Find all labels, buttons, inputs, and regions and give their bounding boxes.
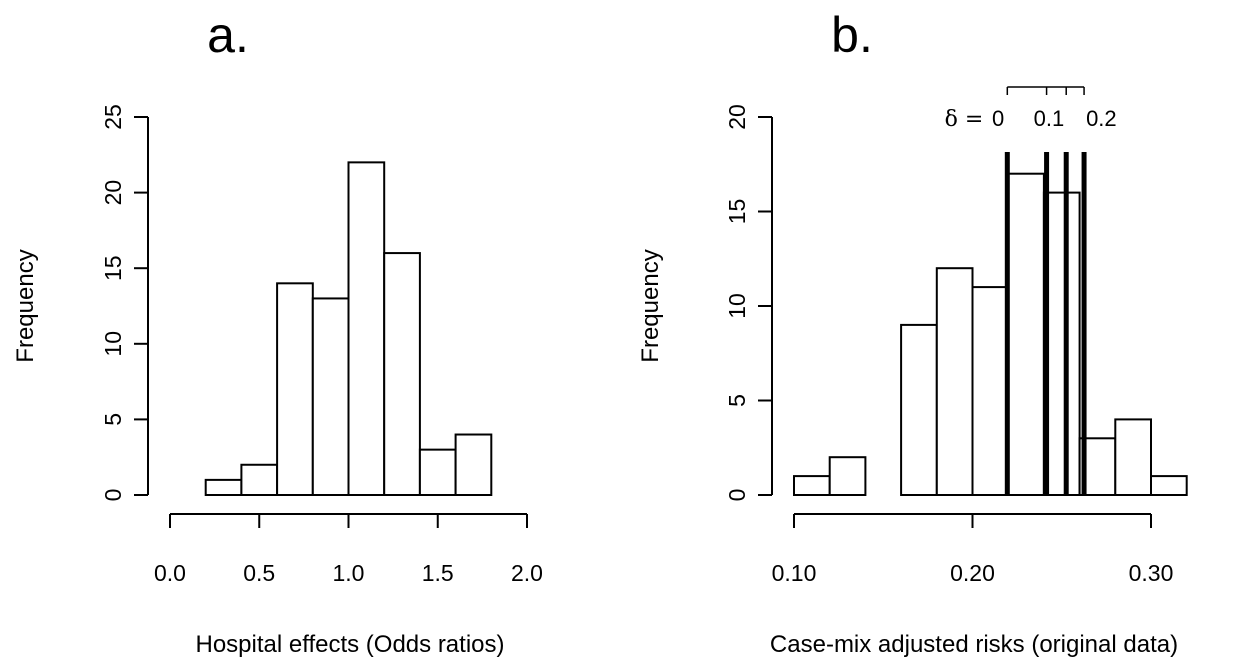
panel-b-x-tick-label: 0.10 — [772, 560, 817, 586]
panel-a-x-tick-label: 0.0 — [154, 560, 186, 586]
panel-a-y-tick-label: 15 — [100, 255, 126, 281]
panel-b-bars — [793, 172, 1188, 497]
panel-b-bar — [1042, 191, 1081, 496]
panel-b-x-tick-label: 0.30 — [1129, 560, 1174, 586]
panel-b-ylabel: Frequency — [637, 249, 664, 362]
panel-b-bar — [1114, 418, 1153, 496]
panel-b-y-tick-label: 10 — [724, 293, 750, 319]
panel-b-delta-label: 0.2 — [1086, 106, 1117, 131]
panel-a-y-tick-label: 10 — [100, 331, 126, 357]
panel-a-bars — [204, 161, 493, 497]
panel-a-label: a. — [207, 7, 249, 63]
panel-b-y-tick-label: 5 — [724, 394, 750, 407]
panel-a: a. Frequency Hospital effects (Odds rati… — [12, 7, 543, 658]
panel-b-bar — [793, 475, 831, 497]
panel-a-bar — [418, 448, 457, 497]
panel-b-bar — [935, 267, 974, 497]
panel-b-bar — [828, 456, 867, 497]
panel-a-bar — [276, 282, 314, 496]
panel-a-x-tick-label: 1.0 — [333, 560, 365, 586]
panel-a-x-tick-label: 1.5 — [422, 560, 454, 586]
panel-a-xlabel: Hospital effects (Odds ratios) — [195, 631, 504, 658]
panel-a-x-tick-label: 0.5 — [243, 560, 275, 586]
panel-b-y-tick-label: 0 — [724, 489, 750, 502]
panel-b-delta-label: 0 — [992, 106, 1004, 131]
panel-a-bar — [311, 297, 350, 496]
panel-b-y-tick-label: 20 — [724, 104, 750, 130]
panel-a-x-axis: 0.0 0.5 1.0 1.5 2.0 — [154, 513, 543, 586]
panel-b-delta-scale: δ = 0 0.1 0.2 — [945, 86, 1117, 132]
panel-a-bar — [347, 161, 386, 497]
panel-a-x-tick-label: 2.0 — [511, 560, 543, 586]
panel-b-bar — [1150, 475, 1188, 497]
panel-a-y-tick-label: 25 — [100, 104, 126, 130]
panel-b: b. Frequency Case-mix adjusted risks (or… — [637, 7, 1188, 658]
panel-b-y-axis: 0 5 10 15 20 — [724, 104, 773, 502]
panel-b-bar — [971, 286, 1010, 496]
panel-a-y-axis: 0 5 10 15 20 25 — [100, 104, 149, 502]
panel-b-x-axis: 0.10 0.20 0.30 — [772, 513, 1174, 586]
panel-b-y-tick-label: 15 — [724, 199, 750, 225]
panel-a-y-tick-label: 5 — [100, 413, 126, 426]
panel-a-bar — [240, 463, 279, 497]
panel-b-delta-label: 0.1 — [1034, 106, 1065, 131]
panel-b-bar — [1007, 172, 1045, 496]
panel-b-bar — [900, 323, 938, 496]
panel-a-y-tick-label: 0 — [100, 489, 126, 502]
panel-a-ylabel: Frequency — [12, 249, 39, 362]
panel-a-y-tick-label: 20 — [100, 180, 126, 206]
panel-b-label: b. — [831, 7, 873, 63]
panel-a-bar — [454, 433, 493, 496]
panel-a-bar — [204, 478, 243, 497]
panel-b-xlabel: Case-mix adjusted risks (original data) — [770, 631, 1178, 658]
panel-b-delta-symbol: δ = — [945, 107, 984, 132]
panel-b-reference-lines — [1004, 152, 1087, 496]
panel-b-x-tick-label: 0.20 — [950, 560, 995, 586]
panel-a-bar — [383, 252, 421, 496]
